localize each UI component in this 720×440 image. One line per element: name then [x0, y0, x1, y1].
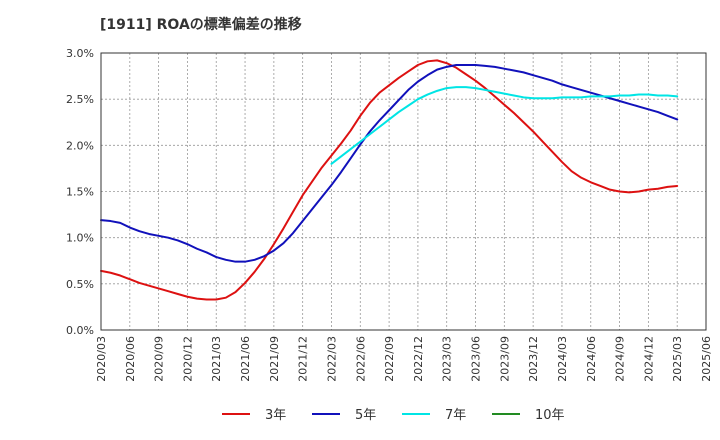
- plot-border: [100, 52, 707, 331]
- y-tick-label: 0.5%: [66, 278, 94, 291]
- series-line: [100, 59, 679, 301]
- x-tick-label: 2020/09: [153, 336, 166, 382]
- y-tick-label: 0.0%: [66, 324, 94, 337]
- x-tick-label: 2021/03: [210, 336, 223, 382]
- y-tick-label: 1.5%: [66, 186, 94, 199]
- legend-label: 3年: [265, 408, 286, 423]
- series-lines: [100, 59, 679, 301]
- x-tick-label: 2022/03: [325, 336, 338, 382]
- x-tick-label: 2023/09: [498, 336, 511, 382]
- y-tick-label: 2.0%: [66, 139, 94, 152]
- x-tick-label: 2021/09: [268, 336, 281, 382]
- legend-label: 5年: [355, 408, 376, 423]
- x-tick-label: 2022/06: [354, 336, 367, 382]
- x-axis-ticks: 2020/03 2020/06 2020/09 2020/12 2021/03 2021/…: [95, 336, 713, 382]
- x-tick-label: 2023/03: [441, 336, 454, 382]
- legend-label: 10年: [535, 408, 565, 423]
- x-tick-label: 2025/03: [671, 336, 684, 382]
- series-line: [100, 64, 679, 263]
- y-tick-label: 2.5%: [66, 93, 94, 106]
- y-tick-label: 3.0%: [66, 47, 94, 60]
- x-tick-label: 2025/06: [700, 336, 713, 382]
- y-tick-label: 1.0%: [66, 232, 94, 245]
- y-axis-ticks: 0.0% 0.5% 1.0% 1.5% 2.0% 2.5% 3.0%: [66, 47, 94, 337]
- legend: 3年 5年 7年 10年: [222, 408, 565, 423]
- chart-title: [1911] ROAの標準偏差の推移: [100, 17, 302, 33]
- x-tick-label: 2022/09: [383, 336, 396, 382]
- x-tick-label: 2024/06: [585, 336, 598, 382]
- x-tick-label: 2024/03: [556, 336, 569, 382]
- x-tick-label: 2020/06: [124, 336, 137, 382]
- x-tick-label: 2024/12: [642, 336, 655, 382]
- x-tick-label: 2022/12: [412, 336, 425, 382]
- x-tick-label: 2023/06: [470, 336, 483, 382]
- x-tick-label: 2023/12: [527, 336, 540, 382]
- x-tick-label: 2021/06: [239, 336, 252, 382]
- x-tick-label: 2020/12: [181, 336, 194, 382]
- series-line: [330, 86, 679, 165]
- x-tick-label: 2024/09: [614, 336, 627, 382]
- legend-label: 7年: [445, 408, 466, 423]
- x-tick-label: 2020/03: [95, 336, 108, 382]
- x-tick-label: 2021/12: [297, 336, 310, 382]
